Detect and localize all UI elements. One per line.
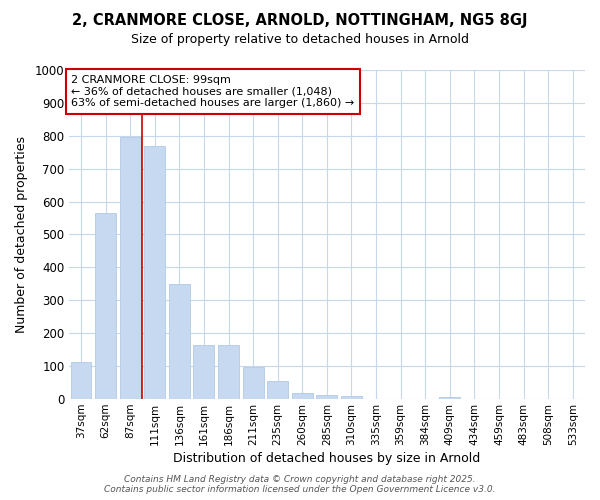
Bar [267,380,288,399]
Y-axis label: Number of detached properties: Number of detached properties [15,136,28,333]
Bar [95,213,116,399]
Bar [71,362,91,399]
Bar [218,344,239,399]
Bar [292,393,313,399]
Text: Contains HM Land Registry data © Crown copyright and database right 2025.
Contai: Contains HM Land Registry data © Crown c… [104,474,496,494]
Bar [120,138,140,399]
Bar [145,146,165,399]
Bar [341,396,362,399]
Text: 2, CRANMORE CLOSE, ARNOLD, NOTTINGHAM, NG5 8GJ: 2, CRANMORE CLOSE, ARNOLD, NOTTINGHAM, N… [72,12,528,28]
X-axis label: Distribution of detached houses by size in Arnold: Distribution of detached houses by size … [173,452,481,465]
Bar [439,397,460,399]
Text: 2 CRANMORE CLOSE: 99sqm
← 36% of detached houses are smaller (1,048)
63% of semi: 2 CRANMORE CLOSE: 99sqm ← 36% of detache… [71,75,355,108]
Bar [242,366,263,399]
Bar [193,344,214,399]
Bar [169,284,190,399]
Text: Size of property relative to detached houses in Arnold: Size of property relative to detached ho… [131,32,469,46]
Bar [316,396,337,399]
